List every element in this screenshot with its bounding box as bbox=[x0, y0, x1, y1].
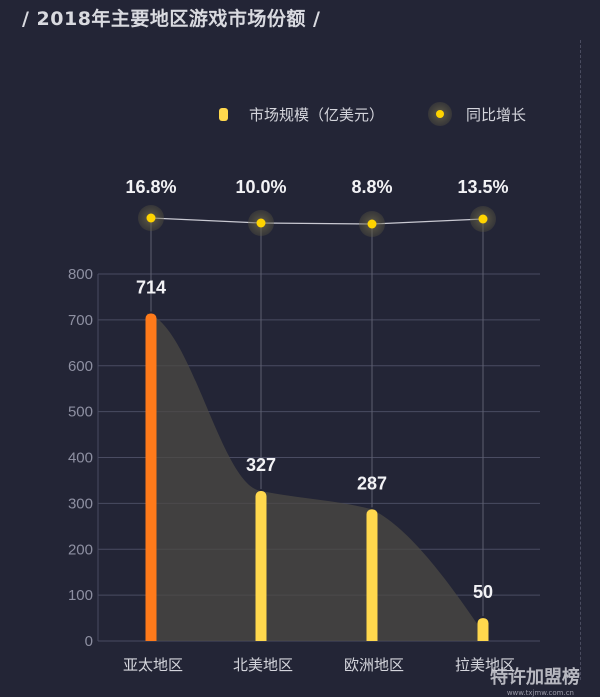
growth-data-label: 13.5% bbox=[457, 177, 508, 197]
decorative-dashed-border bbox=[580, 40, 581, 680]
bar bbox=[366, 509, 378, 641]
x-category-label: 亚太地区 bbox=[123, 656, 183, 674]
bar-data-label: 287 bbox=[357, 473, 387, 493]
drop-lines bbox=[150, 222, 484, 617]
growth-point bbox=[146, 213, 156, 223]
watermark-brand: 特许加盟榜 bbox=[490, 667, 580, 688]
growth-data-label: 16.8% bbox=[125, 177, 176, 197]
legend: 市场规模（亿美元） 同比增长 bbox=[219, 102, 526, 126]
growth-point bbox=[478, 214, 488, 224]
y-tick-label: 500 bbox=[68, 404, 93, 421]
area-shadow bbox=[147, 313, 489, 641]
y-tick-label: 200 bbox=[68, 541, 93, 558]
y-axis: 0 100 200 300 400 500 600 700 800 bbox=[68, 266, 99, 650]
bar-data-label: 50 bbox=[473, 582, 493, 602]
shadow-area bbox=[147, 313, 489, 641]
legend-line-label: 同比增长 bbox=[466, 106, 526, 124]
growth-line-path bbox=[150, 217, 484, 225]
bar-base bbox=[477, 636, 489, 641]
watermark-url: www.txjmw.com.cn bbox=[506, 689, 574, 697]
bar bbox=[477, 618, 489, 641]
x-category-label: 欧洲地区 bbox=[344, 656, 404, 674]
legend-bar-icon bbox=[219, 108, 228, 121]
growth-data-label: 10.0% bbox=[235, 177, 286, 197]
y-tick-label: 700 bbox=[68, 312, 93, 329]
legend-bar-label: 市场规模（亿美元） bbox=[249, 106, 384, 124]
growth-line bbox=[138, 205, 496, 237]
bar-data-label: 327 bbox=[246, 455, 276, 475]
bar-base bbox=[255, 636, 267, 641]
x-category-label: 拉美地区 bbox=[455, 656, 515, 674]
bar-base bbox=[145, 636, 157, 641]
y-tick-label: 600 bbox=[68, 358, 93, 375]
y-tick-label: 400 bbox=[68, 450, 93, 467]
data-labels: 16.8% 10.0% 8.8% 13.5% 714 327 287 50 亚太地区 北美地区 欧洲… bbox=[123, 177, 515, 674]
growth-data-label: 8.8% bbox=[351, 177, 392, 197]
growth-point bbox=[367, 219, 377, 229]
bar-data-label: 714 bbox=[136, 277, 166, 297]
bar-base bbox=[366, 636, 378, 641]
y-tick-label: 0 bbox=[85, 633, 93, 650]
y-tick-label: 100 bbox=[68, 587, 93, 604]
bars bbox=[145, 313, 489, 641]
chart-title: / 2018年主要地区游戏市场份额 / bbox=[22, 8, 321, 30]
y-tick-label: 300 bbox=[68, 495, 93, 512]
x-category-label: 北美地区 bbox=[233, 656, 293, 674]
bar bbox=[145, 313, 157, 641]
bar bbox=[255, 490, 267, 641]
legend-line-icon bbox=[436, 110, 444, 118]
growth-point bbox=[256, 218, 266, 228]
y-tick-label: 800 bbox=[68, 266, 93, 283]
